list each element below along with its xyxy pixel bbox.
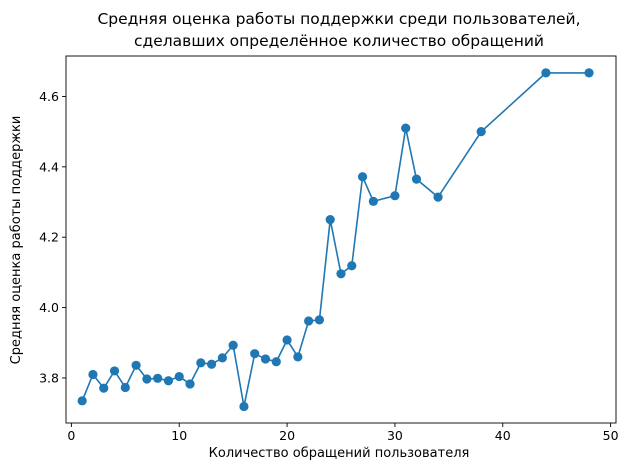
x-tick-label: 40 — [495, 428, 511, 443]
y-tick-label: 4.2 — [39, 230, 59, 245]
data-point — [584, 68, 594, 78]
data-point — [250, 349, 260, 359]
y-tick-label: 4.6 — [39, 89, 59, 104]
data-point — [239, 401, 249, 412]
y-axis-label: Средняя оценка работы поддержки — [9, 116, 24, 365]
x-tick-label: 30 — [387, 428, 403, 443]
data-point — [314, 315, 325, 325]
data-point — [196, 358, 206, 368]
data-point — [433, 192, 443, 202]
data-point — [163, 376, 174, 386]
chart-title-line-1: Средняя оценка работы поддержки среди по… — [97, 10, 580, 28]
x-tick-label: 50 — [603, 428, 619, 443]
data-point — [99, 383, 109, 393]
axes-frame — [65, 55, 617, 424]
y-tick-label: 4.4 — [39, 159, 59, 174]
data-point — [260, 354, 271, 364]
data-point — [390, 191, 400, 201]
data-point — [271, 357, 281, 367]
data-point — [131, 360, 141, 370]
data-point — [88, 369, 98, 380]
data-point — [77, 396, 87, 406]
data-point — [541, 68, 551, 78]
data-point — [206, 359, 217, 369]
data-point — [325, 215, 335, 225]
x-tick-label: 20 — [279, 428, 295, 443]
x-tick-label: 10 — [171, 428, 187, 443]
data-point — [217, 353, 227, 363]
data-point — [347, 261, 357, 271]
x-axis: 0 10 20 30 40 50 — [67, 423, 619, 443]
y-tick-label: 4.0 — [39, 300, 59, 315]
data-point — [120, 382, 130, 393]
data-point — [282, 335, 292, 345]
data-point — [293, 352, 303, 362]
x-axis-label: Количество обращений пользователя — [209, 446, 470, 461]
data-point — [401, 123, 411, 133]
y-axis: 3.8 4.0 4.2 4.4 4.6 — [39, 89, 66, 385]
data-point — [476, 127, 486, 137]
data-point — [142, 374, 152, 384]
data-point — [228, 340, 238, 350]
x-tick-label: 0 — [67, 428, 75, 443]
data-point — [304, 316, 314, 326]
y-tick-label: 3.8 — [39, 370, 59, 385]
data-point — [368, 196, 378, 206]
data-point — [174, 371, 184, 382]
chart-title-line-2: сделавших определённое количество обраще… — [134, 32, 544, 50]
data-point — [109, 366, 120, 376]
plot-area — [77, 68, 594, 412]
data-point — [153, 373, 163, 383]
data-point — [357, 172, 368, 182]
data-point — [336, 269, 346, 279]
data-point — [185, 379, 195, 389]
data-point — [411, 174, 422, 184]
